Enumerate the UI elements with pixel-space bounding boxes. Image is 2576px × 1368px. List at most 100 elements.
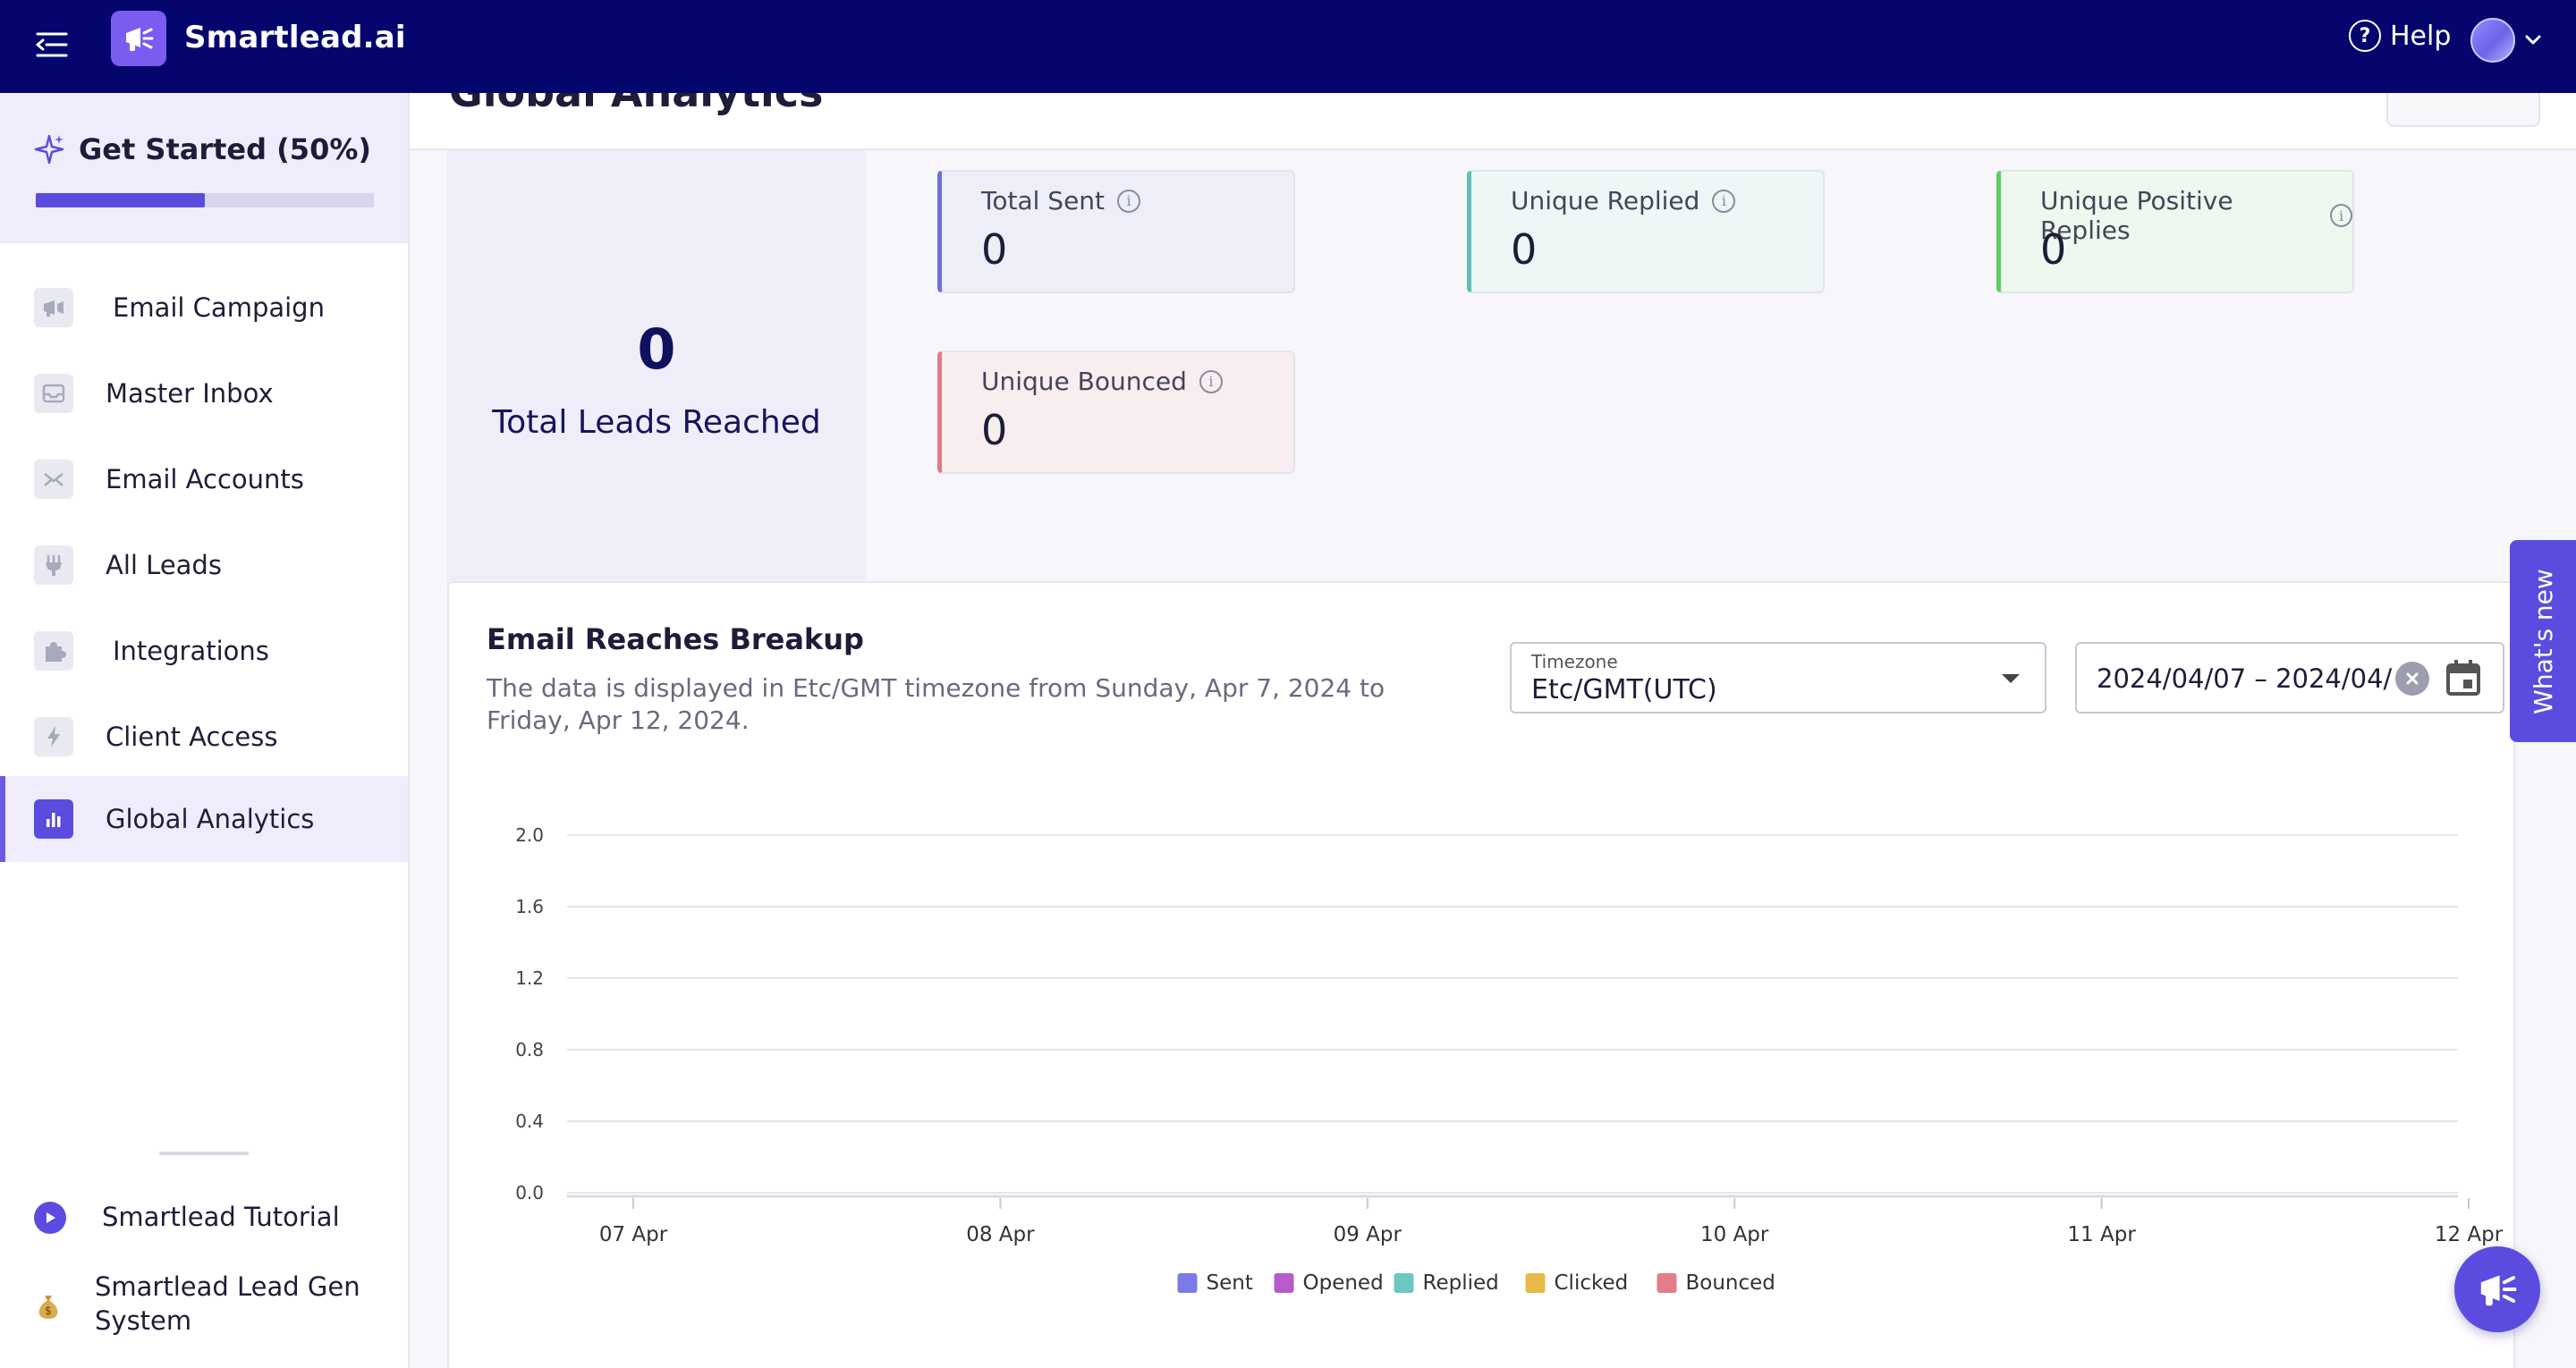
timezone-select[interactable]: Timezone Etc/GMT(UTC) (1510, 642, 2046, 714)
legend-swatch-bounced (1657, 1273, 1677, 1293)
x-tick-label: 07 Apr (599, 1223, 668, 1246)
legend-swatch-replied (1394, 1273, 1414, 1293)
sidebar-item-label: Email Accounts (106, 464, 304, 494)
legend-swatch-clicked (1525, 1273, 1546, 1293)
help-button[interactable]: ? Help (2349, 20, 2451, 52)
get-started-panel[interactable]: Get Started (50%) (0, 93, 408, 243)
bolt-icon (34, 717, 73, 756)
sidebar-item-label: Integrations (113, 636, 269, 666)
main-content: Global Analytics 0 Total Leads Reached T… (410, 93, 2576, 1368)
x-tick-label: 08 Apr (966, 1223, 1035, 1246)
megaphone-icon (2480, 1275, 2517, 1306)
whats-new-tab[interactable]: What's new (2510, 540, 2576, 742)
sidebar-item-smartlead-tutorial[interactable]: Smartlead Tutorial (0, 1193, 408, 1243)
sidebar-item-email-accounts[interactable]: Email Accounts (0, 436, 408, 522)
legend-label-replied: Replied (1423, 1271, 1499, 1295)
date-range-picker[interactable]: 2024/04/07 – 2024/04/ (2075, 642, 2504, 714)
x-tick-label: 12 Apr (2435, 1223, 2504, 1246)
stat-label: Unique Positive Replies (2040, 186, 2233, 245)
get-started-progress-fill (36, 193, 205, 207)
info-icon[interactable]: i (1199, 369, 1223, 393)
timezone-value: Etc/GMT(UTC) (1531, 674, 1717, 705)
page-title: Global Analytics (449, 93, 823, 116)
puzzle-icon (34, 631, 73, 671)
bar-chart-icon (34, 799, 73, 839)
stat-value: 0 (981, 406, 1008, 454)
total-leads-card: 0 Total Leads Reached (447, 150, 866, 637)
stat-label-row: Unique Bounced i (981, 367, 1223, 396)
get-started-title: Get Started (50%) (79, 132, 372, 166)
x-tick-label: 11 Apr (2067, 1223, 2136, 1246)
legend-label-opened: Opened (1303, 1271, 1384, 1295)
sparkle-icon (34, 134, 64, 165)
sidebar-item-all-leads[interactable]: All Leads (0, 522, 408, 608)
stat-card-unique-positive-replies: Unique Positive Replies i 0 (1996, 170, 2354, 293)
calendar-icon[interactable] (2445, 658, 2481, 697)
total-leads-label: Total Leads Reached (492, 404, 821, 441)
y-tick-label: 0.8 (515, 1039, 544, 1060)
legend-label-bounced: Bounced (1686, 1271, 1775, 1295)
stat-label-row: Total Sent i (981, 186, 1141, 215)
date-range-value: 2024/04/07 – 2024/04/ (2097, 663, 2393, 694)
email-reaches-chart: 0.0 0.4 0.8 1.2 1.6 2.0 07 Apr 08 Apr 09 Apr 10 A… (515, 824, 2504, 1295)
y-tick-label: 2.0 (515, 824, 544, 846)
legend-swatch-opened (1274, 1273, 1294, 1293)
announcements-button[interactable] (2454, 1246, 2540, 1332)
sidebar-item-client-access[interactable]: Client Access (0, 694, 408, 780)
help-icon: ? (2349, 20, 2381, 52)
y-tick-label: 1.6 (515, 896, 544, 917)
whats-new-label: What's new (2528, 568, 2558, 714)
sidebar-divider (159, 1152, 249, 1155)
sidebar-item-label: Smartlead Lead Gen System (95, 1270, 360, 1338)
y-tick-label: 0.4 (515, 1110, 544, 1132)
legend-label-sent: Sent (1207, 1271, 1253, 1295)
clear-icon[interactable] (2395, 662, 2429, 696)
sidebar-item-label-line1: Smartlead Lead Gen (95, 1271, 360, 1302)
stat-label: Unique Bounced (981, 367, 1187, 396)
brand-name[interactable]: Smartlead.ai (184, 20, 406, 55)
leads-icon (34, 545, 73, 585)
x-tick-label: 09 Apr (1334, 1223, 1402, 1246)
top-navbar: Smartlead.ai ? Help (0, 0, 2576, 93)
stat-value: 0 (981, 225, 1008, 274)
info-icon[interactable]: i (1117, 189, 1141, 213)
chart-description: The data is displayed in Etc/GMT timezon… (487, 673, 1385, 736)
stat-label-row: Unique Positive Replies i (2040, 186, 2352, 245)
sidebar-item-label: Client Access (106, 722, 278, 752)
header-action-button[interactable] (2386, 93, 2540, 127)
smartlead-logo-icon[interactable] (111, 11, 166, 66)
stat-value: 0 (1511, 225, 1538, 274)
help-label: Help (2390, 20, 2452, 52)
info-icon[interactable]: i (2330, 204, 2352, 227)
stat-label: Total Sent (981, 186, 1106, 215)
dropdown-arrow-icon (2002, 674, 2020, 683)
info-icon[interactable]: i (1712, 189, 1736, 213)
menu-collapse-icon[interactable] (34, 27, 70, 63)
svg-text:$: $ (45, 1305, 52, 1317)
total-leads-value: 0 (637, 317, 676, 382)
sidebar-item-lead-gen-system[interactable]: $ Smartlead Lead Gen System (0, 1270, 408, 1350)
stat-card-unique-bounced: Unique Bounced i 0 (937, 350, 1295, 474)
sidebar-item-global-analytics[interactable]: Global Analytics (0, 776, 408, 862)
legend-label-clicked: Clicked (1555, 1271, 1629, 1295)
page-header: Global Analytics (410, 93, 2576, 150)
stat-label-row: Unique Replied i (1511, 186, 1736, 215)
inbox-icon (34, 374, 73, 413)
x-tick-label: 10 Apr (1700, 1223, 1769, 1246)
stat-label: Unique Replied (1511, 186, 1700, 215)
get-started-progress (36, 193, 374, 207)
megaphone-icon (34, 288, 73, 327)
stat-card-unique-replied: Unique Replied i 0 (1467, 170, 1825, 293)
sidebar-item-email-campaign[interactable]: Email Campaign (0, 265, 408, 350)
sidebar-item-master-inbox[interactable]: Master Inbox (0, 350, 408, 436)
avatar[interactable] (2470, 18, 2515, 63)
sidebar-item-integrations[interactable]: Integrations (0, 608, 408, 694)
sidebar: Get Started (50%) Email Campaign Master … (0, 93, 410, 1368)
sidebar-item-label: Smartlead Tutorial (102, 1202, 340, 1232)
sidebar-item-label: All Leads (106, 550, 222, 580)
chevron-down-icon[interactable] (2522, 29, 2544, 50)
sidebar-item-label: Email Campaign (113, 292, 325, 323)
play-icon (34, 1202, 66, 1234)
timezone-label: Timezone (1531, 651, 1618, 672)
envelope-icon (34, 460, 73, 499)
